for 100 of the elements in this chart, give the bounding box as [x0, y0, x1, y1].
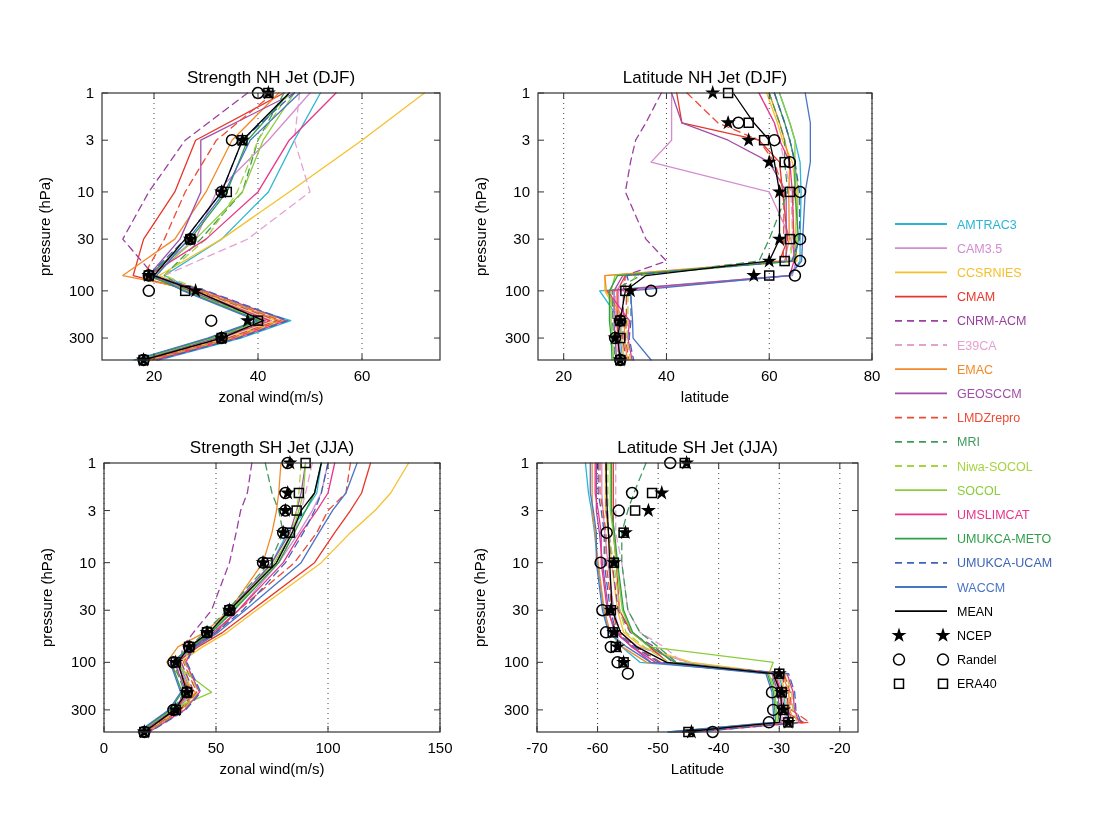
legend-label: UMSLIMCAT: [957, 507, 1031, 522]
point: [625, 486, 639, 500]
chart-title: Latitude SH Jet (JJA): [617, 438, 778, 457]
point: [594, 556, 607, 569]
x-tick-label: 50: [207, 739, 225, 756]
legend-label: Niwa-SOCOL: [957, 459, 1033, 474]
x-tick-label: 80: [863, 367, 881, 384]
point: [610, 641, 621, 653]
x-tick-label: 20: [555, 367, 573, 384]
y-axis-title: pressure (hPa): [472, 176, 489, 277]
legend-label: MRI: [957, 435, 980, 450]
y-tick-label: 100: [70, 653, 96, 671]
y-tick-label: 30: [79, 601, 96, 619]
point: [300, 457, 311, 469]
y-tick-label: 1: [521, 84, 530, 101]
point: [281, 456, 294, 470]
point: [640, 502, 656, 517]
x-tick-label: 150: [427, 739, 453, 756]
y-tick-label: 100: [504, 281, 530, 299]
x-axis-title: zonal wind(m/s): [218, 388, 324, 405]
point: [240, 312, 256, 328]
point: [188, 282, 204, 298]
x-axis-title: zonal wind(m/s): [219, 760, 325, 777]
x-tick-label: 60: [760, 367, 778, 384]
point: [621, 667, 635, 680]
point: [618, 527, 629, 538]
legend-label: LMDZrepro: [957, 411, 1021, 426]
x-tick-label: -20: [828, 739, 851, 756]
y-tick-label: 3: [520, 501, 529, 519]
point: [683, 726, 694, 738]
point: [179, 285, 191, 297]
y-tick-label: 300: [70, 700, 96, 718]
point: [783, 155, 797, 169]
point: [793, 185, 807, 199]
point: [772, 231, 788, 246]
point: [291, 505, 302, 516]
point: [793, 232, 807, 246]
point: [679, 457, 691, 469]
point: [252, 315, 264, 326]
legend-label: UMUKCA-METO: [957, 532, 1052, 547]
x-tick-label: 40: [658, 367, 675, 384]
legend-label: SOCOL: [957, 483, 1001, 498]
point: [251, 86, 265, 100]
point: [596, 603, 609, 617]
x-tick-label: -40: [707, 739, 730, 756]
legend-label: UMUKCA-UCAM: [957, 556, 1053, 571]
point: [779, 156, 790, 168]
point: [600, 526, 613, 539]
legend-label: EMAC: [957, 362, 994, 377]
x-tick-label: 40: [249, 367, 267, 384]
y-tick-label: 10: [513, 182, 530, 200]
point: [762, 716, 776, 729]
point: [204, 314, 218, 327]
y-axis-title: pressure (hPa): [471, 547, 488, 648]
y-tick-label: 300: [503, 700, 529, 718]
y-axis-title: pressure (hPa): [38, 547, 55, 648]
point: [706, 725, 719, 739]
chart-title: Latitude NH Jet (DJF): [622, 68, 788, 87]
point: [765, 686, 779, 699]
y-tick-label: 300: [68, 329, 94, 347]
legend-label: WACCM: [957, 580, 1006, 595]
point: [779, 255, 790, 267]
y-tick-label: 1: [85, 84, 94, 101]
chart-title: Strength SH Jet (JJA): [189, 438, 355, 457]
point: [614, 332, 626, 344]
chart-title: Strength NH Jet (DJF): [186, 68, 356, 87]
x-tick-label: -50: [647, 739, 669, 756]
point: [788, 269, 802, 282]
y-tick-label: 10: [512, 553, 529, 571]
y-tick-label: 100: [503, 653, 529, 671]
x-tick-label: -30: [768, 739, 791, 756]
point: [644, 284, 658, 298]
x-tick-label: 0: [99, 739, 109, 756]
point: [629, 505, 641, 516]
point: [654, 485, 670, 500]
legend-label: MEAN: [957, 604, 994, 619]
legend-label: CNRM-ACM: [957, 314, 1027, 329]
y-tick-label: 30: [512, 601, 529, 619]
point: [758, 134, 770, 146]
point: [743, 117, 754, 129]
point: [784, 186, 796, 198]
x-axis-title: latitude: [680, 388, 730, 405]
y-tick-label: 30: [513, 230, 530, 248]
y-tick-label: 300: [504, 329, 530, 347]
y-tick-label: 10: [79, 553, 96, 571]
point: [646, 487, 658, 499]
y-tick-label: 1: [520, 454, 529, 471]
point: [772, 184, 788, 199]
point: [604, 640, 618, 654]
x-tick-label: 60: [353, 367, 371, 384]
point: [763, 270, 775, 281]
point: [284, 527, 296, 538]
y-tick-label: 3: [85, 131, 94, 149]
point: [766, 703, 780, 717]
x-tick-label: -70: [526, 739, 548, 756]
legend-label: Randel: [957, 653, 997, 668]
point: [611, 656, 624, 669]
y-tick-label: 10: [77, 182, 94, 200]
x-tick-label: 20: [145, 367, 163, 384]
y-tick-label: 3: [87, 501, 96, 519]
